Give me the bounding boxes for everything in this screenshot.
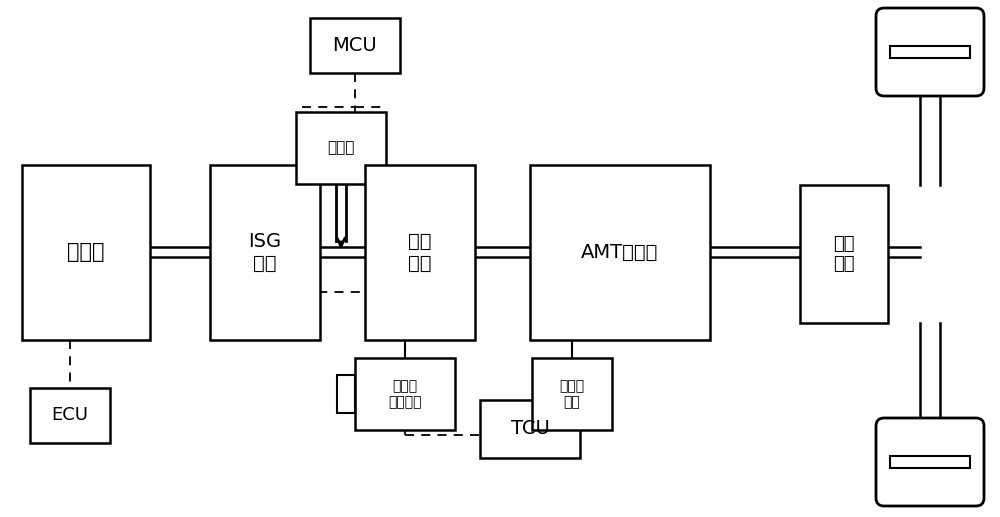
Text: 主减
速器: 主减 速器 <box>833 235 855 273</box>
Bar <box>480 400 580 458</box>
Bar <box>210 165 320 340</box>
Bar <box>365 165 475 340</box>
Bar <box>310 18 400 73</box>
Bar <box>890 456 970 468</box>
Bar <box>532 358 612 430</box>
Text: AMT变速箱: AMT变速箱 <box>581 243 659 262</box>
Bar <box>30 388 110 443</box>
Bar <box>530 165 710 340</box>
Text: 驱动
电机: 驱动 电机 <box>408 232 432 273</box>
Text: 离合器
执行机构: 离合器 执行机构 <box>388 379 422 409</box>
Bar <box>296 112 386 184</box>
Text: ISG
电机: ISG 电机 <box>248 232 282 273</box>
FancyBboxPatch shape <box>876 8 984 96</box>
Text: ECU: ECU <box>52 406 88 424</box>
FancyBboxPatch shape <box>876 418 984 506</box>
Text: MCU: MCU <box>333 36 377 55</box>
Text: 离合器: 离合器 <box>327 141 355 156</box>
Bar <box>337 375 355 413</box>
Text: 选换挡
机构: 选换挡 机构 <box>559 379 585 409</box>
Bar <box>22 165 150 340</box>
Bar <box>890 46 970 58</box>
Text: 发动机: 发动机 <box>67 242 105 263</box>
Bar <box>800 185 888 323</box>
Text: TCU: TCU <box>511 419 549 438</box>
Bar <box>355 358 455 430</box>
